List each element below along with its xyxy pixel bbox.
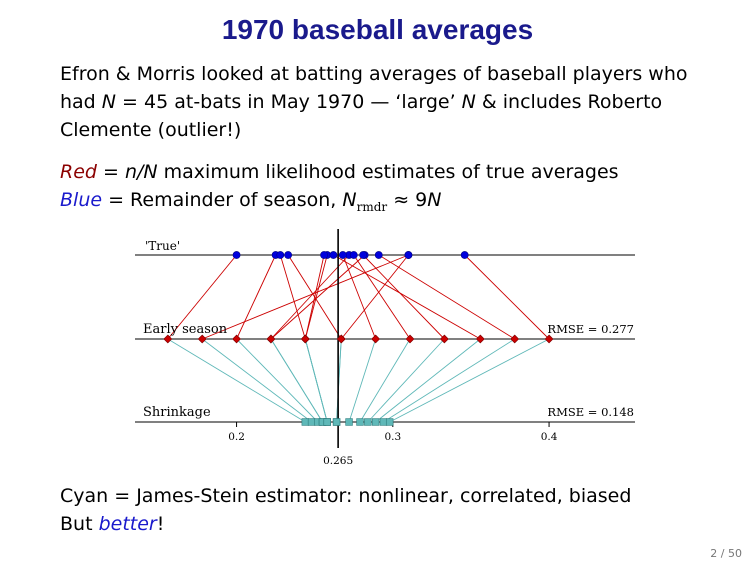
cyan-description: Cyan = James-Stein estimator: nonlinear,… — [60, 485, 632, 507]
cyan-connector-11 — [359, 338, 411, 423]
early-point-13 — [475, 334, 485, 344]
x-tick-label-0: 0.2 — [228, 431, 245, 443]
shrink-point-9 — [332, 418, 341, 426]
blue-n-symbol: N — [342, 189, 357, 211]
blue-legend-line: Blue = Remainder of season, Nrmdr ≈ 9N — [60, 186, 720, 221]
cyan-connector-7 — [304, 338, 328, 423]
shrink-point-12 — [364, 418, 372, 426]
cyan-connector-10 — [348, 338, 377, 423]
better-emphasis: better — [98, 513, 157, 535]
early-point-7 — [300, 334, 310, 344]
red-connector-0 — [167, 254, 237, 340]
red-description: maximum likelihood estimates of true ave… — [157, 161, 619, 183]
shrink-point-14 — [379, 418, 388, 426]
true-point-0 — [232, 251, 241, 259]
early-point-1 — [197, 334, 207, 344]
chart-labels: 'True' Early season RMSE = 0.277 Shrinkage R… — [143, 239, 634, 467]
slide-title: 1970 baseball averages — [221, 14, 534, 45]
red-connector-11 — [353, 254, 411, 340]
row-label-1: Early season — [143, 322, 228, 337]
blue-subscript: rmdr — [356, 199, 388, 214]
true-point-6 — [320, 251, 328, 259]
true-point-7 — [276, 251, 285, 259]
intro-text-1: Efron & Morris looked at batting average… — [60, 63, 688, 113]
red-connector-9 — [340, 254, 409, 340]
better-line: But better! — [60, 510, 720, 538]
intro-text-3: & includes Roberto Clemente (outlier!) — [60, 91, 663, 141]
red-connector-4 — [270, 254, 365, 340]
cyan-connector-1 — [201, 338, 312, 423]
early-point-4 — [266, 334, 276, 344]
early-point-2 — [232, 334, 241, 344]
red-legend-line: Red = n/N maximum likelihood estimates o… — [60, 158, 720, 186]
reference-label: 0.265 — [323, 455, 353, 467]
blue-label: Blue — [60, 189, 103, 211]
red-connector-1 — [202, 254, 409, 340]
red-connector-5 — [304, 254, 328, 340]
intro-n-symbol-2: N — [461, 91, 476, 113]
cyan-connector-15 — [389, 338, 550, 423]
red-connector-13 — [333, 254, 481, 340]
early-point-10 — [371, 334, 381, 344]
true-point-9 — [404, 251, 413, 259]
shrink-point-7 — [323, 418, 331, 426]
blue-description: Remainder of season, — [130, 189, 343, 211]
blue-approx: ≈ 9 — [387, 189, 428, 211]
early-point-15 — [544, 334, 554, 344]
early-point-14 — [510, 334, 520, 344]
true-point-14 — [374, 251, 383, 259]
x-tick-label-1: 0.3 — [384, 431, 401, 443]
cyan-connector-14 — [383, 338, 515, 423]
early-point-0 — [163, 334, 173, 344]
row-label-2: Shrinkage — [143, 405, 211, 420]
shrink-point-10 — [345, 418, 353, 426]
true-point-8 — [284, 251, 293, 259]
red-connector-10 — [342, 254, 377, 340]
red-connector-8 — [287, 254, 342, 340]
better-prefix: But — [60, 513, 99, 535]
bottom-paragraph: Cyan = James-Stein estimator: nonlinear,… — [60, 482, 720, 538]
rmse-label-1: RMSE = 0.277 — [547, 322, 634, 336]
intro-n-symbol: N — [101, 91, 117, 113]
x-tick-label-2: 0.4 — [541, 431, 558, 443]
true-point-10 — [338, 251, 347, 259]
early-point-9 — [336, 334, 346, 344]
true-point-11 — [349, 251, 358, 259]
red-connector-7 — [279, 254, 306, 340]
red-fraction: n/N — [124, 161, 158, 183]
shrink-point-15 — [385, 418, 394, 426]
true-point-13 — [329, 251, 338, 259]
cyan-connector-0 — [167, 338, 306, 423]
true-point-15 — [460, 251, 469, 259]
red-connector-15 — [464, 254, 550, 340]
intro-paragraph: Efron & Morris looked at batting average… — [60, 60, 720, 144]
blue-n-end: N — [427, 189, 442, 211]
early-point-11 — [405, 334, 415, 344]
blue-eq: = — [102, 189, 131, 211]
early-point-12 — [439, 334, 449, 344]
red-connector-14 — [378, 254, 515, 340]
shrink-point-13 — [371, 418, 380, 426]
cyan-connector-2 — [236, 338, 319, 423]
page-number: 2 / 50 — [710, 547, 742, 560]
red-connector-12 — [362, 254, 445, 340]
red-eq: = — [96, 161, 125, 183]
shrink-point-11 — [356, 418, 364, 426]
red-connector-2 — [236, 254, 277, 340]
cyan-connector-4 — [270, 338, 323, 423]
shrink-point-0 — [301, 418, 310, 426]
shrink-point-1 — [307, 418, 316, 426]
cyan-connector-12 — [367, 338, 445, 423]
data-marks — [163, 251, 554, 426]
better-suffix: ! — [156, 513, 165, 535]
intro-text-2: = 45 at-bats in May 1970 — ‘large’ — [116, 91, 462, 113]
red-label: Red — [60, 161, 97, 183]
rmse-label-2: RMSE = 0.148 — [547, 405, 634, 419]
row-label-0: 'True' — [145, 239, 180, 253]
true-point-12 — [359, 251, 368, 259]
color-legend: Red = n/N maximum likelihood estimates o… — [60, 158, 720, 221]
red-connector-3 — [270, 254, 350, 340]
cyan-connector-13 — [375, 338, 481, 423]
